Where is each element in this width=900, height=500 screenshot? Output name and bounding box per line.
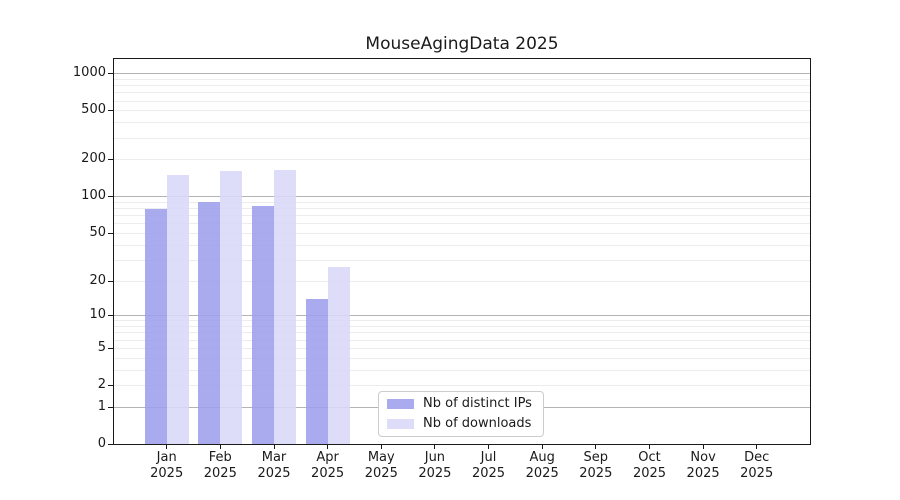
y-tick-mark-2 (108, 385, 114, 386)
legend-label-downloads: Nb of downloads (423, 416, 532, 431)
x-tick-label-dec: Dec 2025 (740, 450, 774, 481)
y-tick-mark-500 (108, 110, 114, 112)
chart-title: MouseAgingData 2025 (365, 34, 559, 54)
y-tick-label-1000: 1000 (72, 65, 106, 81)
x-tick-label-may: May 2025 (364, 450, 398, 481)
y-tick-label-20: 20 (89, 272, 106, 288)
gridline-50 (114, 232, 810, 234)
legend-entry-distinct-ips: Nb of distinct IPs (379, 396, 543, 412)
gridline-40 (114, 244, 810, 246)
x-tick-mark-jul (488, 444, 489, 449)
x-tick-label-mar: Mar 2025 (257, 450, 291, 481)
gridline-700 (114, 92, 810, 94)
x-tick-mark-oct (649, 444, 650, 449)
bar-distinct-ips-mar (252, 206, 274, 444)
gridline-3 (114, 369, 810, 371)
y-tick-label-200: 200 (81, 151, 106, 167)
y-tick-label-50: 50 (89, 224, 106, 240)
y-tick-mark-200 (108, 159, 114, 161)
x-tick-mark-sep (595, 444, 597, 449)
y-tick-mark-5 (108, 347, 114, 349)
bar-downloads-jan (166, 175, 189, 444)
x-tick-mark-apr (327, 444, 329, 449)
bar-downloads-apr (327, 267, 350, 444)
plot-area: Nb of distinct IPs Nb of downloads (113, 58, 811, 445)
y-tick-label-2: 2 (97, 377, 106, 392)
legend: Nb of distinct IPs Nb of downloads (378, 391, 544, 437)
gridline-4 (114, 357, 810, 359)
x-tick-mark-aug (541, 444, 543, 449)
gridline-400 (114, 122, 810, 124)
y-tick-mark-20 (108, 280, 114, 282)
y-tick-mark-0 (108, 444, 114, 445)
legend-label-distinct-ips: Nb of distinct IPs (423, 396, 532, 411)
bar-distinct-ips-feb (198, 202, 221, 444)
y-tick-label-100: 100 (81, 188, 106, 204)
x-tick-mark-jun (434, 444, 436, 449)
y-tick-label-500: 500 (81, 102, 106, 118)
gridline-6 (114, 339, 810, 341)
legend-entry-downloads: Nb of downloads (379, 416, 543, 432)
gridline-200 (114, 159, 810, 161)
gridline-20 (114, 280, 810, 282)
y-tick-mark-50 (108, 232, 114, 234)
gridline-30 (114, 259, 810, 261)
gridline-7 (114, 332, 810, 334)
gridline-300 (114, 137, 810, 139)
bar-distinct-ips-apr (305, 298, 328, 444)
bar-distinct-ips-jan (144, 208, 167, 444)
y-tick-label-1: 1 (97, 398, 106, 414)
gridline-800 (114, 85, 810, 86)
gridline-70 (114, 215, 810, 217)
bar-downloads-feb (220, 171, 243, 444)
y-tick-mark-1000 (108, 73, 114, 75)
x-tick-mark-dec (756, 444, 758, 449)
x-tick-label-nov: Nov 2025 (686, 450, 720, 481)
gridline-10 (114, 315, 810, 317)
x-tick-label-jan: Jan 2025 (150, 450, 184, 481)
gridline-9 (114, 320, 810, 322)
bar-downloads-mar (274, 169, 296, 444)
gridline-600 (114, 100, 810, 102)
gridline-60 (114, 223, 810, 225)
x-tick-mark-may (380, 444, 382, 449)
gridline-8 (114, 326, 810, 327)
gridline-80 (114, 208, 810, 210)
gridline-500 (114, 110, 810, 112)
legend-swatch-downloads (387, 419, 414, 429)
x-tick-mark-jan (166, 444, 168, 449)
legend-swatch-distinct-ips (387, 399, 414, 409)
y-tick-mark-100 (108, 196, 114, 198)
x-tick-label-feb: Feb 2025 (203, 450, 237, 481)
y-tick-label-0: 0 (97, 436, 106, 451)
x-tick-label-oct: Oct 2025 (632, 450, 667, 481)
x-tick-mark-feb (219, 444, 221, 449)
gridline-5 (114, 347, 810, 349)
x-tick-label-sep: Sep 2025 (579, 450, 613, 481)
gridline-2 (114, 385, 810, 386)
gridline-90 (114, 201, 810, 203)
x-tick-label-apr: Apr 2025 (311, 450, 345, 481)
x-tick-label-jun: Jun 2025 (418, 450, 452, 481)
x-tick-label-jul: Jul 2025 (471, 450, 506, 481)
y-tick-label-5: 5 (97, 339, 106, 355)
y-tick-mark-1 (108, 406, 114, 408)
gridline-100 (114, 196, 810, 198)
x-tick-mark-nov (702, 444, 704, 449)
gridline-1000 (114, 73, 810, 75)
gridline-900 (114, 78, 810, 80)
y-tick-mark-10 (108, 315, 114, 317)
x-tick-mark-mar (273, 444, 275, 449)
x-tick-label-aug: Aug 2025 (525, 450, 559, 481)
y-tick-label-10: 10 (89, 307, 106, 323)
